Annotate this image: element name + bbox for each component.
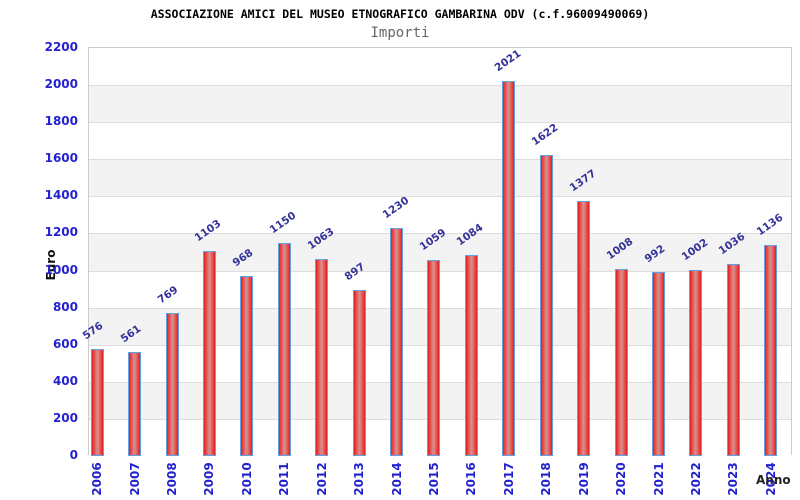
x-tick-label: 2010 (240, 462, 254, 496)
y-tick-label: 1600 (44, 151, 78, 165)
bar-2012 (315, 259, 328, 456)
bar-2008 (166, 313, 179, 456)
x-tick-label: 2014 (390, 462, 404, 496)
x-tick-label: 2017 (502, 462, 516, 496)
y-tick-label: 800 (52, 300, 78, 314)
y-tick-label: 600 (52, 337, 78, 351)
x-tick-label: 2016 (464, 462, 478, 496)
background-band (89, 122, 791, 160)
bar-2020 (615, 269, 628, 456)
gridline (89, 233, 791, 234)
bar-2010 (240, 276, 253, 456)
chart-subtitle: Importi (370, 25, 430, 41)
bar-2007 (128, 352, 141, 456)
gridline (89, 308, 791, 309)
background-band (89, 418, 791, 456)
bar-2009 (203, 251, 216, 456)
background-band (89, 159, 791, 197)
y-tick-label: 2000 (44, 77, 78, 91)
bar-2011 (278, 243, 291, 456)
background-band (89, 344, 791, 382)
gridline (89, 382, 791, 383)
y-tick-label: 2200 (44, 40, 78, 54)
x-tick-label: 2013 (352, 462, 366, 496)
x-tick-label: 2020 (614, 462, 628, 496)
bar-2017 (502, 81, 515, 456)
x-tick-label: 2008 (165, 462, 179, 496)
bar-2024 (764, 245, 777, 456)
bar-2016 (465, 255, 478, 456)
y-tick-label: 1800 (44, 114, 78, 128)
gridline (89, 345, 791, 346)
x-tick-label: 2015 (427, 462, 441, 496)
y-tick-label: 1400 (44, 188, 78, 202)
gridline (89, 159, 791, 160)
bar-2023 (727, 264, 740, 456)
background-band (89, 196, 791, 234)
background-band (89, 85, 791, 123)
x-tick-label: 2009 (202, 462, 216, 496)
y-tick-label: 1200 (44, 225, 78, 239)
bar-2021 (652, 272, 665, 456)
gridline (89, 271, 791, 272)
y-tick-label: 400 (52, 374, 78, 388)
gridline (89, 122, 791, 123)
background-band (89, 48, 791, 86)
bar-2019 (577, 201, 590, 456)
bar-2014 (390, 228, 403, 456)
x-axis-title: Anno (756, 473, 791, 487)
bar-2015 (427, 260, 440, 456)
x-tick-label: 2021 (652, 462, 666, 496)
y-tick-label: 200 (52, 411, 78, 425)
gridline (89, 419, 791, 420)
gridline (89, 196, 791, 197)
y-tick-label: 1000 (44, 263, 78, 277)
x-tick-label: 2023 (726, 462, 740, 496)
x-tick-label: 2011 (277, 462, 291, 496)
gridline (89, 85, 791, 86)
background-band (89, 381, 791, 419)
x-tick-label: 2022 (689, 462, 703, 496)
background-band (89, 307, 791, 345)
chart-title: ASSOCIAZIONE AMICI DEL MUSEO ETNOGRAFICO… (150, 7, 650, 21)
bar-2013 (353, 290, 366, 456)
x-tick-label: 2007 (128, 462, 142, 496)
bar-2018 (540, 155, 553, 456)
x-tick-label: 2006 (90, 462, 104, 496)
background-band (89, 270, 791, 308)
plot-area (88, 47, 792, 456)
y-tick-label: 0 (69, 448, 78, 462)
x-tick-label: 2012 (315, 462, 329, 496)
x-tick-label: 2019 (577, 462, 591, 496)
x-tick-label: 2018 (539, 462, 553, 496)
bar-2006 (91, 349, 104, 456)
bar-2022 (689, 270, 702, 456)
